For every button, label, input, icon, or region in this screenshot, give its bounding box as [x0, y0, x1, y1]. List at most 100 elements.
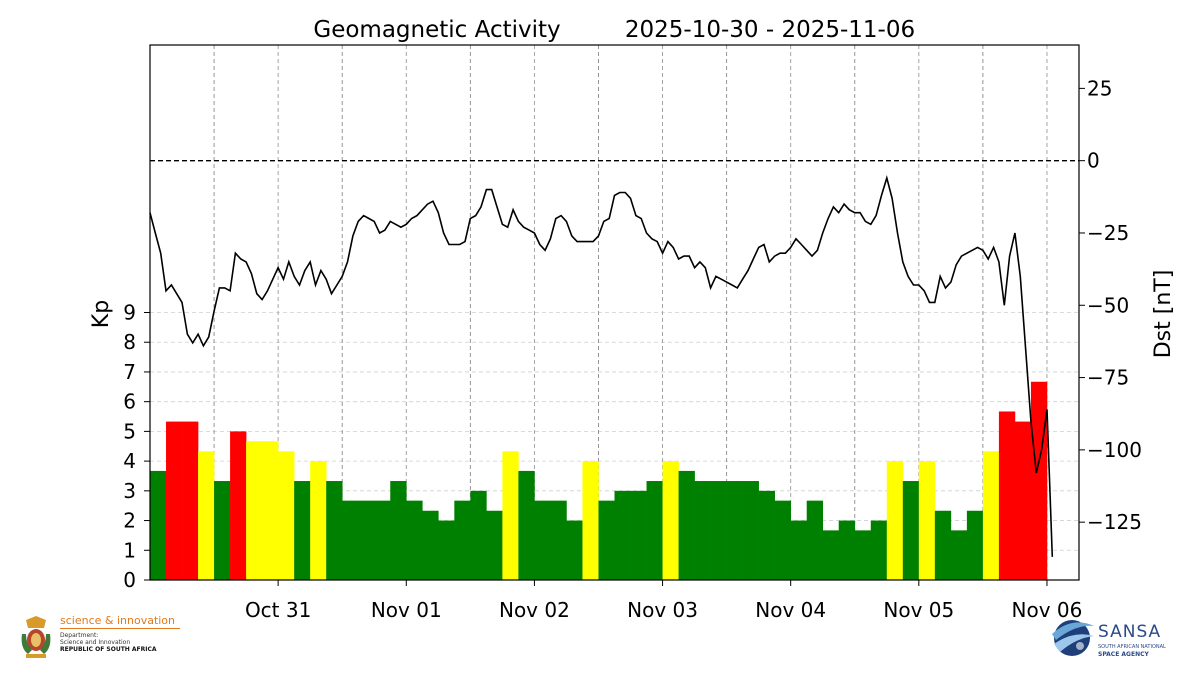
kp-bar — [550, 500, 567, 580]
dept-line: Science and Innovation — [60, 639, 131, 646]
dept-country: REPUBLIC OF SOUTH AFRICA — [60, 646, 157, 653]
kp-tick-label: 0 — [123, 568, 136, 592]
kp-bar — [454, 500, 471, 580]
kp-bar — [1030, 381, 1048, 580]
dst-tick-label: −25 — [1087, 221, 1129, 245]
x-axis-ticks: Oct 31 Nov 01 Nov 02 Nov 03 Nov 04 Nov 05 Nov … — [245, 580, 1082, 622]
kp-bars — [150, 381, 1048, 580]
kp-bar — [982, 451, 1000, 580]
kp-bar — [966, 510, 984, 580]
sansa-subtitle: SOUTH AFRICAN NATIONAL — [1098, 644, 1166, 650]
dst-tick-label: −75 — [1087, 366, 1129, 390]
kp-bar — [742, 481, 759, 580]
kp-bar — [406, 500, 423, 580]
kp-bar — [854, 530, 872, 580]
dst-series — [149, 175, 1054, 557]
kp-tick-label: 1 — [123, 538, 136, 562]
sansa-logo: SANSA SOUTH AFRICAN NATIONAL SPACE AGENC… — [1050, 612, 1200, 668]
kp-bar — [198, 451, 215, 580]
kp-tick-label: 2 — [123, 509, 136, 533]
x-tick-label: Nov 01 — [371, 598, 442, 622]
dept-line: Department: — [60, 632, 99, 639]
kp-bar — [390, 481, 407, 580]
kp-bar — [646, 481, 663, 580]
kp-bar — [182, 421, 199, 580]
kp-bar — [262, 441, 279, 580]
kp-tick-label: 6 — [123, 390, 136, 414]
dst-tick-label: 25 — [1087, 76, 1112, 100]
kp-bar — [582, 461, 599, 580]
kp-bar — [710, 481, 727, 580]
dept-divider — [60, 628, 180, 629]
x-tick-label: Nov 02 — [499, 598, 570, 622]
dst-axis-ticks: 25 0 −25 −50 −75 −100 −125 — [1079, 76, 1142, 534]
dst-tick-label: −50 — [1087, 293, 1129, 317]
kp-bar — [998, 411, 1016, 580]
kp-bar — [838, 520, 856, 580]
kp-bar — [230, 431, 247, 580]
kp-axis-ticks: 0 1 2 3 4 5 6 7 8 9 — [123, 301, 150, 592]
kp-bar — [294, 481, 311, 580]
kp-bar — [374, 500, 391, 580]
kp-bar — [566, 520, 583, 580]
kp-bar — [774, 500, 791, 580]
kp-tick-label: 8 — [123, 330, 136, 354]
kp-bar — [214, 481, 231, 580]
kp-bar — [150, 470, 167, 580]
kp-bar — [614, 490, 631, 580]
kp-bar — [518, 470, 535, 580]
kp-bar — [358, 500, 375, 580]
kp-bar — [886, 461, 904, 580]
sansa-subtitle: SPACE AGENCY — [1098, 651, 1149, 658]
dst-tick-label: −125 — [1087, 510, 1142, 534]
kp-bar — [470, 490, 487, 580]
kp-bar — [790, 520, 808, 580]
kp-bar — [1014, 421, 1032, 580]
kp-bar — [422, 510, 439, 580]
dept-science-innovation-logo: science & innovation Department: Science… — [18, 614, 180, 664]
dst-axis-label: Dst [nT] — [1151, 270, 1176, 359]
kp-axis-label: Kp — [89, 300, 114, 328]
kp-tick-label: 7 — [123, 360, 136, 384]
x-tick-label: Nov 06 — [1012, 598, 1083, 622]
kp-bar — [326, 481, 343, 580]
kp-bar — [310, 461, 327, 580]
x-tick-label: Nov 04 — [755, 598, 826, 622]
kp-tick-label: 4 — [123, 449, 136, 473]
kp-bar — [870, 520, 888, 580]
kp-tick-label: 9 — [123, 301, 136, 325]
kp-bar — [726, 481, 743, 580]
kp-bar — [822, 530, 840, 580]
chart-date-range: 2025-10-30 - 2025-11-06 — [625, 17, 915, 43]
coat-of-arms-icon — [21, 616, 51, 658]
kp-bar — [662, 461, 679, 580]
x-tick-label: Nov 05 — [883, 598, 954, 622]
kp-bar — [246, 441, 263, 580]
kp-bar — [278, 451, 295, 580]
kp-bar — [630, 490, 647, 580]
kp-bar — [598, 500, 615, 580]
dst-tick-label: 0 — [1087, 149, 1100, 173]
kp-bar — [678, 470, 695, 580]
sansa-name: SANSA — [1098, 622, 1162, 642]
x-tick-label: Nov 03 — [627, 598, 698, 622]
x-tick-label: Oct 31 — [245, 598, 311, 622]
kp-bar — [534, 500, 551, 580]
kp-tick-label: 5 — [123, 419, 136, 443]
kp-tick-label: 3 — [123, 479, 136, 503]
kp-bar — [694, 481, 711, 580]
kp-bar — [902, 481, 920, 580]
kp-bar — [918, 461, 936, 580]
kp-bar — [758, 490, 775, 580]
kp-bar — [502, 451, 519, 580]
sansa-emblem-icon — [1052, 620, 1094, 656]
dept-name: science & innovation — [60, 614, 176, 627]
dst-tick-label: −100 — [1087, 438, 1142, 462]
kp-bar — [342, 500, 359, 580]
kp-bar — [438, 520, 455, 580]
kp-bar — [486, 510, 503, 580]
kp-bar — [166, 421, 183, 580]
kp-bar — [934, 510, 952, 580]
dst-line — [149, 175, 1054, 557]
